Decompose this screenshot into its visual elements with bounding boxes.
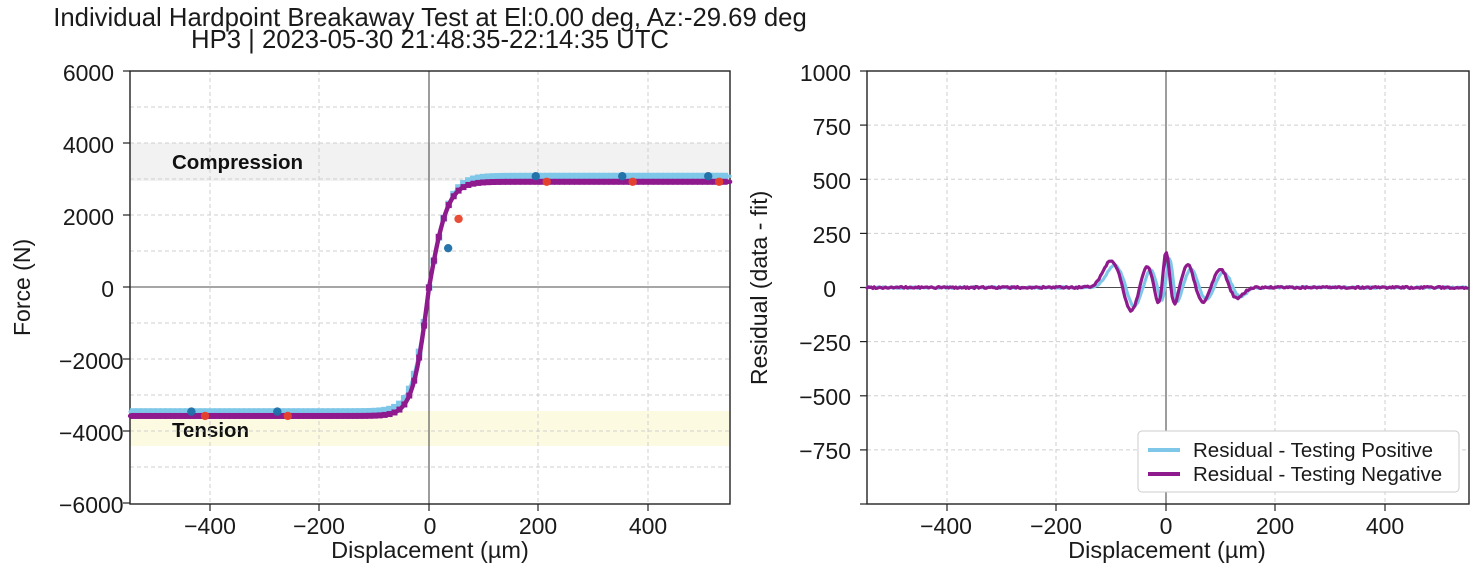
- svg-text:Compression: Compression: [172, 151, 303, 174]
